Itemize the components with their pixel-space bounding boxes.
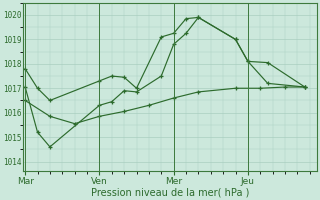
X-axis label: Pression niveau de la mer( hPa ): Pression niveau de la mer( hPa ) <box>91 187 249 197</box>
